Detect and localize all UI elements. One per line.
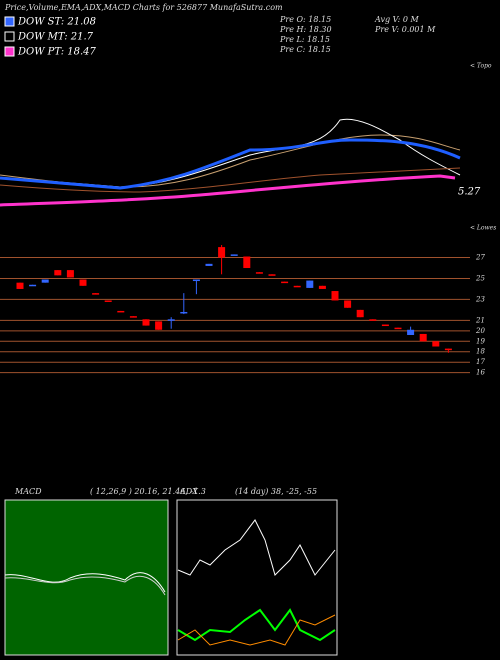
candle-body — [419, 333, 427, 342]
candle-body — [394, 327, 402, 330]
candle-body — [255, 272, 263, 274]
annotation: < Topo — [470, 63, 492, 70]
legend-swatch — [4, 16, 15, 27]
candle-body — [66, 270, 74, 278]
ema-line — [0, 167, 461, 193]
legend-swatch — [4, 31, 15, 42]
candle-body — [444, 348, 452, 351]
candle-body — [230, 254, 238, 256]
candle-body — [306, 280, 314, 288]
candle-body — [432, 341, 440, 347]
annotation: 5.27 — [458, 187, 481, 198]
annotation: < Lowes — [470, 225, 496, 232]
y-tick-label: 16 — [476, 369, 485, 377]
info: Pre O: 18.15 — [279, 15, 331, 24]
candle-body — [167, 319, 175, 321]
y-tick-label: 23 — [475, 295, 485, 303]
ema-line — [0, 174, 456, 207]
legend-label: DOW PT: 18.47 — [17, 47, 97, 58]
macd-params: ( 12,26,9 ) 20.16, 21.46, -1.3 — [90, 487, 206, 496]
ema-line — [0, 138, 461, 190]
legend-label: DOW ST: 21.08 — [17, 17, 96, 28]
legend-label: DOW MT: 21.7 — [17, 32, 94, 43]
y-tick-label: 20 — [475, 327, 485, 335]
title: Price,Volume,EMA,ADX,MACD Charts for 526… — [4, 3, 283, 12]
adx-label: ADX — [179, 487, 198, 496]
adx-plus — [177, 608, 336, 642]
legend: DOW ST: 21.08 DOW MT: 21.7 DOW PT: 18.47 — [4, 16, 97, 58]
candle-body — [129, 316, 137, 318]
candle-body — [155, 321, 163, 330]
info: Pre C: 18.15 — [279, 45, 331, 54]
info: Avg V: 0 M — [374, 15, 419, 24]
candle-body — [243, 256, 251, 269]
adx-params: (14 day) 38, -25, -55 — [235, 487, 317, 496]
macd-line — [4, 572, 166, 593]
candle-body — [41, 279, 49, 283]
candle-body — [54, 270, 62, 276]
macd-label: MACD — [14, 487, 42, 496]
candle-body — [293, 285, 301, 288]
candle-body — [92, 293, 100, 295]
y-tick-label: 25 — [475, 274, 485, 282]
candle-body — [29, 284, 37, 287]
candle-body — [142, 319, 150, 326]
candle-body — [268, 274, 276, 276]
info: Pre V: 0.001 M — [374, 25, 436, 34]
candle-body — [344, 300, 352, 308]
adx-panel — [176, 499, 338, 656]
candle-body — [205, 263, 213, 266]
y-tick-label: 21 — [475, 316, 485, 324]
candle-body — [281, 281, 289, 284]
candle-body — [407, 329, 415, 335]
candle-body — [104, 300, 112, 302]
candle-body — [356, 309, 364, 318]
candle-body — [331, 291, 339, 301]
y-tick-label: 17 — [476, 358, 485, 366]
candle-chart: 16 17 18 19 20 21 23 25 27 — [0, 245, 485, 377]
info: Pre L: 18.15 — [279, 35, 330, 44]
adx-line — [177, 519, 336, 576]
candle-body — [369, 319, 377, 321]
candle-body — [192, 279, 200, 282]
y-tick-label: 19 — [476, 337, 485, 345]
legend-swatch — [4, 46, 15, 57]
candle-body — [318, 285, 326, 289]
candle-body — [218, 247, 226, 258]
candle-body — [117, 310, 125, 313]
macd-signal — [4, 575, 166, 596]
candle-body — [381, 324, 389, 327]
candle-body — [180, 311, 188, 314]
y-tick-label: 18 — [476, 348, 485, 356]
candle-body — [16, 282, 24, 289]
candle-body — [79, 279, 87, 286]
adx-minus — [177, 614, 336, 646]
y-tick-label: 27 — [475, 254, 485, 262]
ema-panel — [0, 118, 461, 207]
info: Pre H: 18.30 — [279, 25, 332, 34]
